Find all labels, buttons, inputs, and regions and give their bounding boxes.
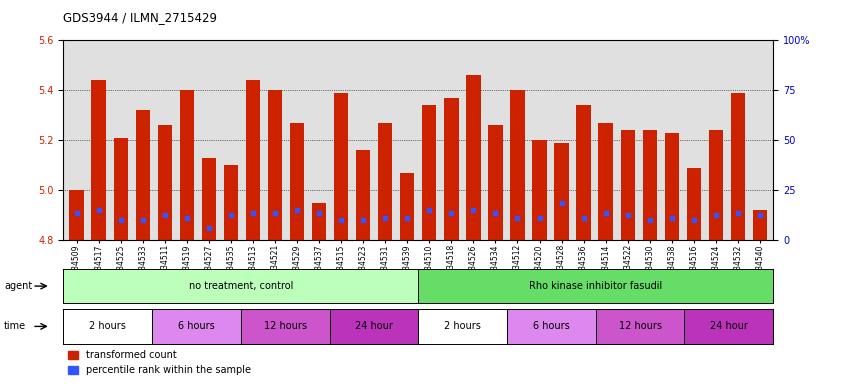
Bar [69,190,84,240]
Bar [268,90,282,240]
Text: Rho kinase inhibitor fasudil: Rho kinase inhibitor fasudil [528,281,662,291]
Text: no treatment, control: no treatment, control [188,281,293,291]
Bar [289,123,304,240]
Text: 12 hours: 12 hours [263,321,306,331]
Bar [113,137,127,240]
Bar [224,165,238,240]
Bar [686,167,701,240]
Text: 6 hours: 6 hours [178,321,214,331]
Text: GDS3944 / ILMN_2715429: GDS3944 / ILMN_2715429 [63,12,217,25]
Bar [708,130,722,240]
Bar [488,125,502,240]
Text: 2 hours: 2 hours [89,321,126,331]
Bar [641,130,656,240]
Bar [510,90,524,240]
Bar [730,93,744,240]
Text: 6 hours: 6 hours [533,321,569,331]
Bar [355,150,370,240]
Bar [158,125,171,240]
Text: 24 hour: 24 hour [354,321,392,331]
Bar [532,140,546,240]
Bar [619,130,634,240]
Text: 2 hours: 2 hours [444,321,480,331]
Legend: transformed count, percentile rank within the sample: transformed count, percentile rank withi… [68,351,251,375]
Bar [311,202,326,240]
Bar [399,172,414,240]
Bar [598,123,612,240]
Text: 12 hours: 12 hours [618,321,661,331]
Bar [246,80,260,240]
Bar [554,142,568,240]
Bar [576,105,590,240]
Bar [466,75,480,240]
Bar [377,123,392,240]
Text: time: time [4,321,26,331]
Bar [91,80,106,240]
Bar [664,132,678,240]
Text: 24 hour: 24 hour [709,321,747,331]
Bar [180,90,194,240]
Bar [202,157,216,240]
Bar [422,105,436,240]
Bar [333,93,348,240]
Bar [752,210,766,240]
Text: agent: agent [4,281,32,291]
Bar [135,110,149,240]
Bar [444,98,458,240]
